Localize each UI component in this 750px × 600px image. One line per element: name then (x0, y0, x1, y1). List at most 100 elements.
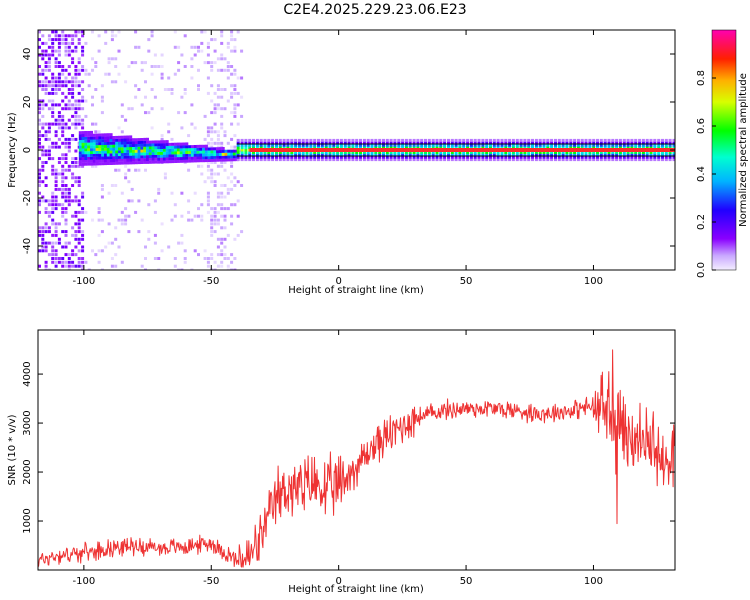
spectrogram-cell (74, 65, 78, 68)
spectrogram-cell (120, 153, 124, 156)
spectrogram-cell (227, 152, 231, 156)
snr-y-tick-label: 2000 (22, 459, 33, 484)
spectrogram-cell (657, 155, 661, 159)
spectrogram-cell (81, 154, 85, 158)
spectrogram-cell (84, 72, 88, 76)
spectrogram-cell (404, 153, 408, 157)
spectrogram-cell (206, 260, 210, 264)
spectrogram-cell (183, 257, 187, 260)
spectrogram-cell (54, 187, 58, 191)
spectrogram-cell (44, 61, 48, 65)
spectrogram-cell (216, 203, 220, 207)
spectrogram-cell (469, 155, 473, 159)
spectrogram-cell (41, 34, 45, 38)
spectrogram-cell (134, 152, 138, 156)
spectrogram-cell (263, 158, 267, 162)
spectrogram-cell (38, 226, 41, 230)
spectrogram-cell (210, 176, 214, 180)
spectrogram-cell (51, 76, 55, 80)
spectrogram-cell (317, 143, 320, 147)
spectrogram-cell (61, 107, 65, 111)
spectrogram-cell (123, 147, 127, 151)
spectrogram-cell (150, 88, 154, 91)
spectrogram-cell (187, 134, 191, 138)
spectrogram-cell (347, 158, 351, 162)
spectrogram-cell (466, 158, 470, 162)
spectrogram-cell (118, 144, 121, 148)
spectrogram-cell (236, 146, 240, 150)
spectrogram-cell (427, 155, 431, 159)
spectrogram-cell (611, 141, 615, 145)
spectrogram-cell (618, 146, 622, 150)
spectrogram-cell (38, 141, 41, 145)
spectrogram-cell (267, 143, 271, 147)
spectrogram-cell (408, 153, 412, 157)
spectrogram-cell (630, 141, 634, 145)
spectrogram-cell (206, 130, 210, 134)
spectrogram-cell (534, 141, 538, 145)
spectrogram-cell (370, 138, 374, 142)
spectrogram-cell (81, 230, 85, 234)
spectrogram-cell (226, 45, 230, 49)
spectrogram-cell (67, 195, 71, 199)
spectrogram-cell (97, 210, 101, 214)
spectrogram-cell (51, 72, 55, 76)
spectrogram-cell (143, 140, 147, 144)
spectrogram-cell (223, 226, 227, 230)
spectrogram-cell (81, 65, 85, 68)
spectrogram-cell (255, 146, 259, 150)
spectrogram-cell (190, 156, 194, 160)
spectrogram-cell (220, 141, 224, 145)
spectrogram-cell (576, 153, 580, 157)
spectrogram-cell (397, 141, 401, 145)
spectrogram-cell (162, 157, 166, 161)
spectrogram-cell (193, 126, 197, 130)
spectrogram-cell (67, 126, 71, 130)
spectrogram-cell (160, 146, 163, 149)
spectrogram-cell (233, 103, 237, 107)
spectrogram-cell (313, 153, 317, 157)
spectrogram-cell (71, 264, 75, 268)
spectrogram-cell (294, 143, 298, 147)
spectrogram-cell (240, 49, 244, 53)
spectrogram-cell (90, 156, 93, 160)
spectrogram-cell (44, 153, 48, 157)
spectrogram-cell (179, 157, 183, 160)
spectrogram-cell (98, 150, 102, 154)
spectrogram-cell (511, 155, 515, 159)
spectrogram-cell (668, 150, 672, 154)
spectrogram-cell (95, 136, 99, 140)
spectrogram-cell (359, 153, 362, 157)
spectrogram-cell (531, 138, 534, 142)
spectrogram-cell (196, 144, 200, 148)
spectrogram-cell (38, 172, 41, 176)
spectrogram-cell (233, 45, 237, 49)
spectrogram-cell (626, 153, 630, 157)
spectrogram-cell (44, 49, 48, 53)
spectrogram-cell (366, 150, 370, 154)
spectrogram-cell (64, 68, 68, 72)
spectrogram-cell (554, 150, 557, 154)
spectrogram-cell (196, 147, 200, 151)
spectrogram-cell (618, 158, 622, 162)
spectrogram-cell (78, 142, 82, 146)
spectrogram-cell (84, 162, 88, 166)
spectrogram-cell (81, 151, 85, 155)
spectrogram-cell (286, 158, 290, 162)
spectrogram-cell (290, 146, 294, 150)
spectrogram-cell (404, 138, 408, 142)
spectrogram-cell (466, 143, 470, 147)
spectrogram-cell (177, 68, 181, 72)
spectrogram-cell (104, 156, 107, 160)
spectrogram-cell (515, 146, 519, 150)
spectrogram-cell (592, 150, 596, 154)
spectrogram-cell (496, 138, 500, 142)
spectrogram-cell (147, 203, 151, 207)
spectrogram-cell (223, 237, 227, 241)
spectrogram-cell (213, 222, 217, 226)
spectrogram-cell (554, 155, 557, 159)
spectrogram-cell (213, 111, 217, 115)
spectrogram-cell (657, 153, 661, 157)
spectrogram-cell (649, 141, 653, 145)
spectrogram-cell (206, 210, 210, 214)
